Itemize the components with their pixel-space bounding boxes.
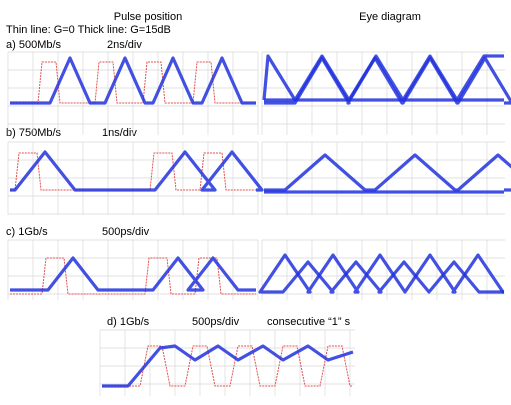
thick-trace [264,56,504,100]
panel-label: b) 750Mb/s [6,127,62,139]
panel-label: c) 1Gb/s [6,226,48,238]
left-title: Pulse position [114,11,183,23]
panel-scale: 1ns/div [102,127,137,139]
panel-label: d) 1Gb/s [107,316,150,328]
figure: Pulse position Eye diagram Thin line: G=… [0,0,511,400]
legend: Thin line: G=0 Thick line: G=15dB [6,24,171,36]
thick-trace [264,58,511,103]
panel-scale: 500ps/div [102,226,150,238]
panel-scale: 500ps/div [192,316,240,328]
panel-label: a) 500Mb/s [6,39,62,51]
panel-scale: 2ns/div [107,39,142,51]
right-title: Eye diagram [359,11,421,23]
panel-description: consecutive “1” s [267,316,351,328]
